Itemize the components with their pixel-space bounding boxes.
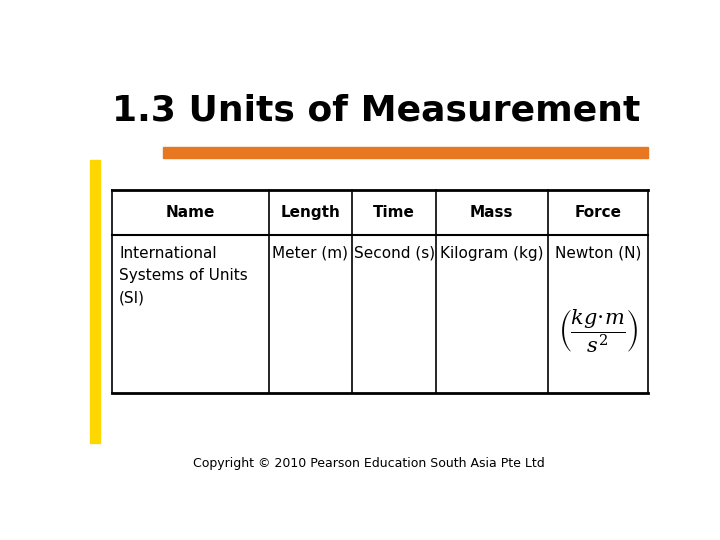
Text: Meter (m): Meter (m): [272, 246, 348, 261]
Text: $\left(\dfrac{kg{\cdot}m}{s^2}\right)$: $\left(\dfrac{kg{\cdot}m}{s^2}\right)$: [558, 307, 638, 355]
Text: Second (s): Second (s): [354, 246, 435, 261]
Text: Time: Time: [373, 205, 415, 220]
Text: Length: Length: [281, 205, 341, 220]
Text: International
Systems of Units
(SI): International Systems of Units (SI): [119, 246, 248, 305]
Text: Copyright © 2010 Pearson Education South Asia Pte Ltd: Copyright © 2010 Pearson Education South…: [193, 457, 545, 470]
Bar: [90, 160, 100, 443]
Text: Name: Name: [166, 205, 215, 220]
Text: Force: Force: [575, 205, 621, 220]
Text: Kilogram (kg): Kilogram (kg): [440, 246, 544, 261]
Text: 1.3 Units of Measurement: 1.3 Units of Measurement: [112, 94, 641, 128]
Text: Mass: Mass: [470, 205, 513, 220]
Bar: [163, 147, 648, 158]
Text: Newton (N): Newton (N): [554, 246, 641, 261]
